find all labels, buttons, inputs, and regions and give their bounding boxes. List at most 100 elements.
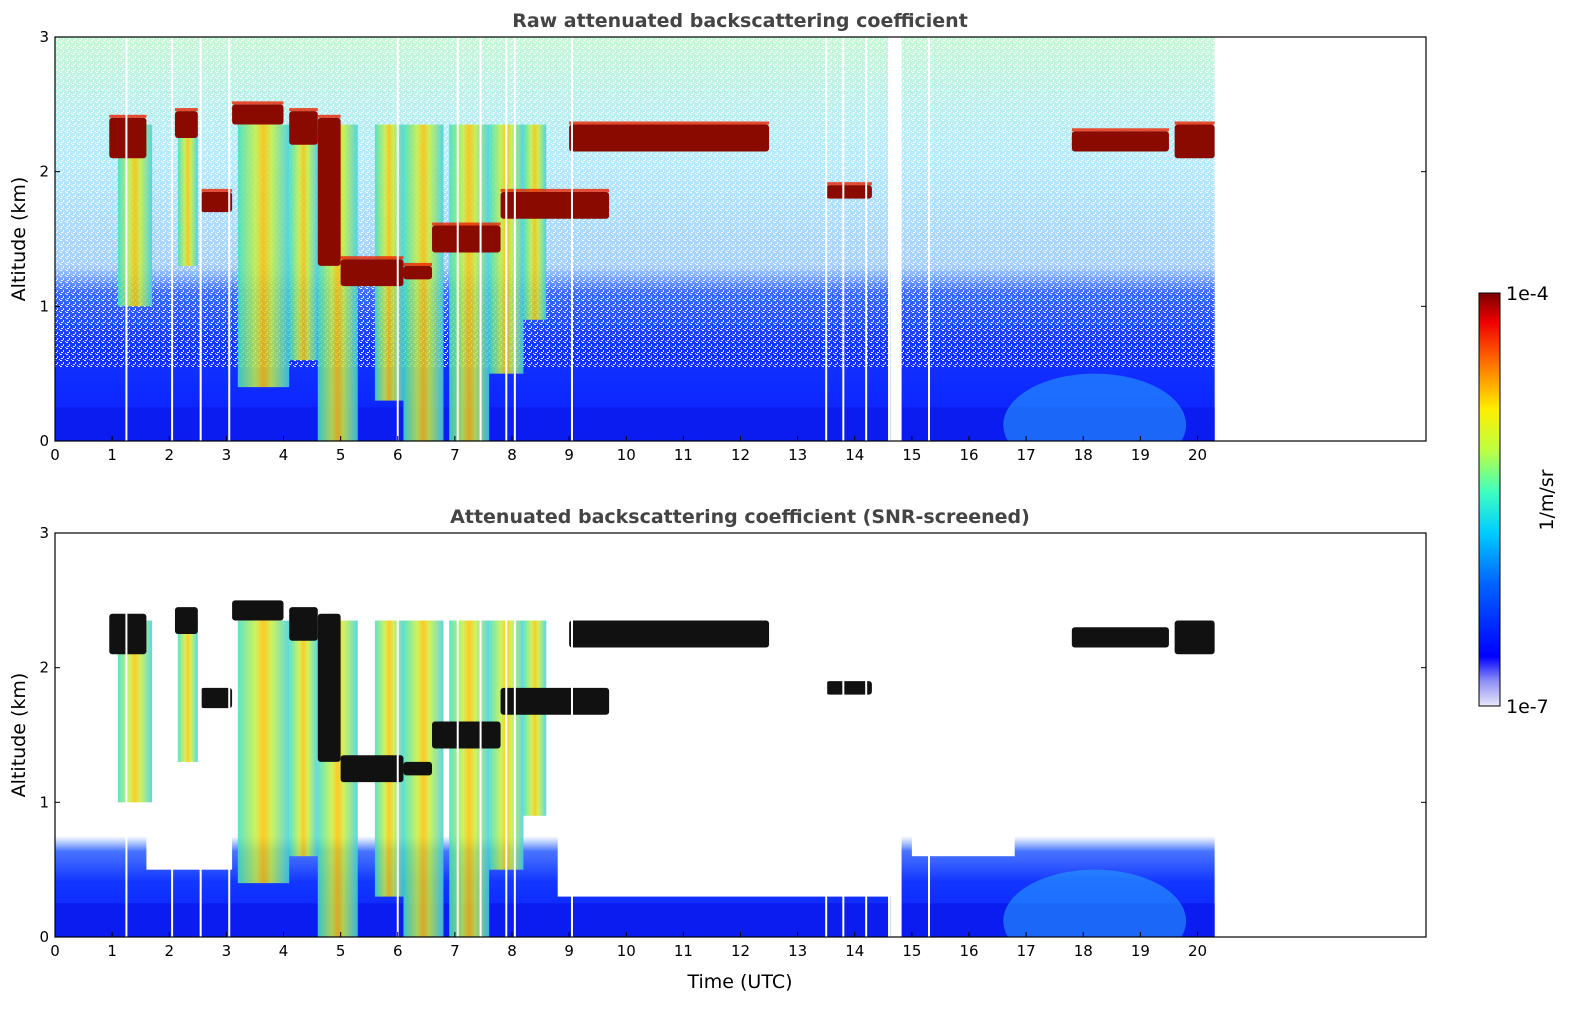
x-tick-label: 8 — [507, 446, 517, 464]
data-gap — [479, 37, 482, 441]
data-gap — [842, 533, 845, 937]
virga-plume — [523, 620, 547, 816]
y-tick-label: 0 — [39, 928, 49, 946]
x-tick-label: 11 — [674, 942, 693, 960]
cloud-layer-edge — [340, 256, 404, 260]
x-tick-label: 10 — [617, 942, 636, 960]
aerosol-plume — [1003, 373, 1187, 441]
colorbar-unit-label: 1/m/sr — [1536, 469, 1558, 530]
x-tick-label: 14 — [845, 942, 864, 960]
colorbar: 1e-4 1e-7 1/m/sr — [1478, 283, 1558, 718]
cloud-layer — [340, 755, 404, 783]
data-gap — [125, 37, 128, 441]
screened-region — [146, 802, 233, 870]
panel-raw-title: Raw attenuated backscattering coefficien… — [512, 10, 968, 32]
cloud-layer — [432, 225, 501, 253]
x-tick-label: 16 — [959, 942, 978, 960]
cloud-layer-edge — [109, 114, 147, 118]
x-tick-label: 0 — [50, 942, 60, 960]
data-gap — [890, 37, 902, 441]
virga-plume — [449, 620, 490, 937]
x-tick-label: 5 — [336, 942, 346, 960]
y-tick-label: 2 — [39, 163, 49, 181]
cloud-layer — [1071, 131, 1169, 152]
cloud-layer-edge — [174, 108, 198, 112]
panel-screened-xlabel: Time (UTC) — [686, 971, 792, 993]
panel-raw: Raw attenuated backscattering coefficien… — [8, 10, 1427, 464]
cloud-layer-edge — [500, 188, 610, 192]
cloud-layer — [174, 111, 198, 138]
x-tick-label: 9 — [564, 942, 574, 960]
cloud-layer — [826, 681, 872, 695]
cloud-layer-edge — [432, 222, 501, 226]
data-gap — [513, 533, 516, 937]
data-gap — [199, 533, 202, 937]
x-tick-label: 7 — [450, 446, 460, 464]
data-gap — [825, 37, 828, 441]
x-tick-label: 18 — [1074, 446, 1093, 464]
data-gap — [888, 533, 891, 937]
x-tick-label: 16 — [959, 446, 978, 464]
x-tick-label: 0 — [50, 446, 60, 464]
virga-plume — [523, 124, 547, 320]
x-tick-label: 4 — [279, 446, 289, 464]
data-gap — [842, 37, 845, 441]
x-tick-label: 6 — [393, 446, 403, 464]
panel-screened-title: Attenuated backscattering coefficient (S… — [450, 506, 1030, 528]
x-tick-label: 17 — [1017, 446, 1036, 464]
cloud-layer — [289, 111, 318, 145]
data-gap — [456, 533, 459, 937]
cloud-layer-edge — [569, 121, 770, 125]
cloud-layer — [432, 721, 501, 749]
x-tick-label: 6 — [393, 942, 403, 960]
data-gap — [888, 37, 891, 441]
x-tick-label: 14 — [845, 446, 864, 464]
data-gap — [505, 37, 508, 441]
data-gap — [890, 533, 902, 937]
x-tick-label: 12 — [731, 942, 750, 960]
data-gap — [928, 533, 931, 937]
x-tick-label: 1 — [107, 942, 117, 960]
x-tick-label: 15 — [902, 942, 921, 960]
cloud-layer-edge — [317, 114, 341, 118]
x-tick-label: 2 — [164, 446, 174, 464]
cloud-layer — [403, 761, 433, 776]
data-gap — [505, 533, 508, 937]
y-tick-label: 1 — [39, 297, 49, 315]
x-tick-label: 20 — [1188, 446, 1207, 464]
data-gap — [396, 533, 399, 937]
x-tick-label: 1 — [107, 446, 117, 464]
x-tick-label: 9 — [564, 446, 574, 464]
cloud-layer-edge — [1071, 128, 1169, 132]
cloud-layer — [232, 600, 284, 621]
virga-plume — [403, 124, 444, 441]
x-tick-label: 11 — [674, 446, 693, 464]
panel-screened-heatmap — [55, 533, 1215, 937]
y-tick-label: 2 — [39, 659, 49, 677]
data-gap — [865, 533, 868, 937]
x-tick-label: 7 — [450, 942, 460, 960]
virga-plume — [403, 620, 444, 937]
y-tick-label: 0 — [39, 432, 49, 450]
colorbar-gradient — [1478, 292, 1501, 707]
cloud-layer — [1174, 620, 1215, 655]
x-tick-label: 18 — [1074, 942, 1093, 960]
x-tick-label: 5 — [336, 446, 346, 464]
panel-screened-ylabel: Altitude (km) — [8, 673, 30, 798]
x-tick-label: 2 — [164, 942, 174, 960]
cloud-layer-edge — [1174, 121, 1215, 125]
virga-plume — [177, 620, 198, 762]
x-tick-label: 3 — [222, 446, 232, 464]
data-gap — [228, 37, 231, 441]
cloud-layer — [109, 117, 147, 159]
cloud-layer — [174, 607, 198, 634]
data-gap — [171, 37, 174, 441]
colorbar-min-label: 1e-7 — [1506, 696, 1549, 718]
cloud-layer — [200, 687, 233, 709]
aerosol-plume — [1003, 869, 1187, 937]
cloud-layer — [317, 117, 341, 266]
cloud-layer — [340, 259, 404, 287]
cloud-layer-edge — [200, 188, 233, 192]
x-tick-label: 20 — [1188, 942, 1207, 960]
